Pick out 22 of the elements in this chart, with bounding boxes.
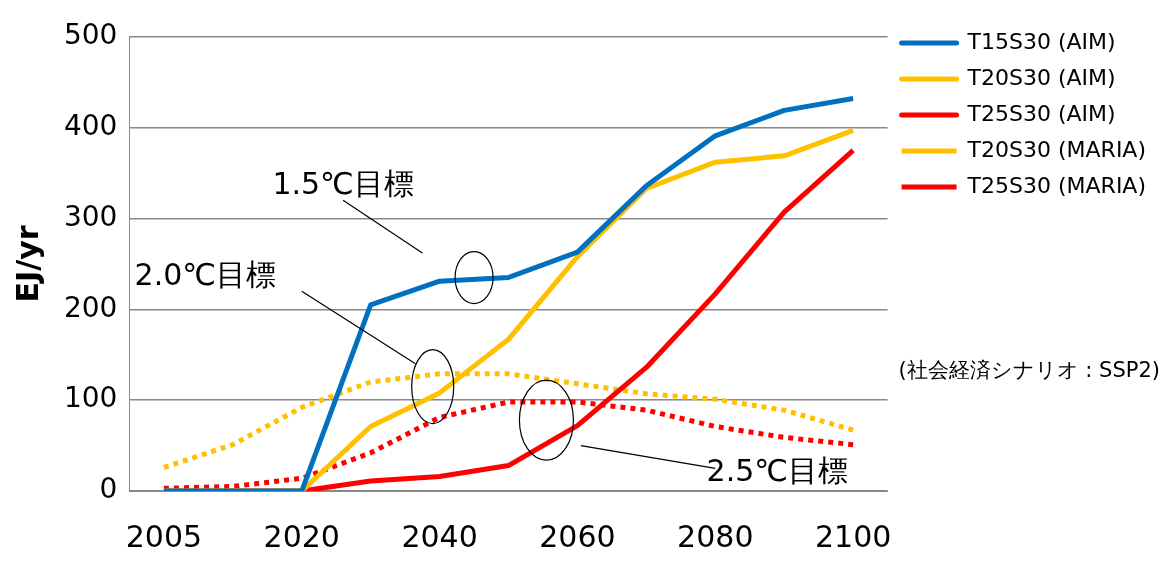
legend-label: T20S30 (AIM): [966, 64, 1116, 90]
text: (社会経済シナリオ : SSP2): [898, 357, 1160, 382]
y-axis-title: EJ/yr: [9, 225, 45, 303]
y-tick-label: 100: [63, 381, 118, 415]
annotation: 1.5℃目標: [272, 166, 414, 202]
y-tick-label: 400: [63, 108, 118, 142]
y-tick-label: 300: [63, 199, 118, 233]
x-tick-label: 2080: [677, 518, 754, 554]
x-tick-label: 2020: [263, 518, 340, 554]
annotation: 2.0℃目標: [134, 257, 276, 293]
legend-label: T25S30 (AIM): [966, 100, 1116, 126]
x-tick-label: 2040: [401, 518, 478, 554]
x-tick-label: 2005: [125, 518, 203, 554]
x-tick-label: 2060: [539, 518, 616, 554]
annotation: 2.5℃目標: [706, 452, 849, 488]
legend-label: T20S30 (MARIA): [966, 136, 1146, 162]
y-tick-label: 200: [63, 290, 118, 324]
y-tick-label: 500: [63, 18, 118, 52]
y-tick-label: 0: [99, 472, 118, 506]
legend-label: T15S30 (AIM): [966, 28, 1116, 54]
legend-label: T25S30 (MARIA): [966, 172, 1146, 198]
x-tick-label: 2100: [814, 518, 892, 554]
